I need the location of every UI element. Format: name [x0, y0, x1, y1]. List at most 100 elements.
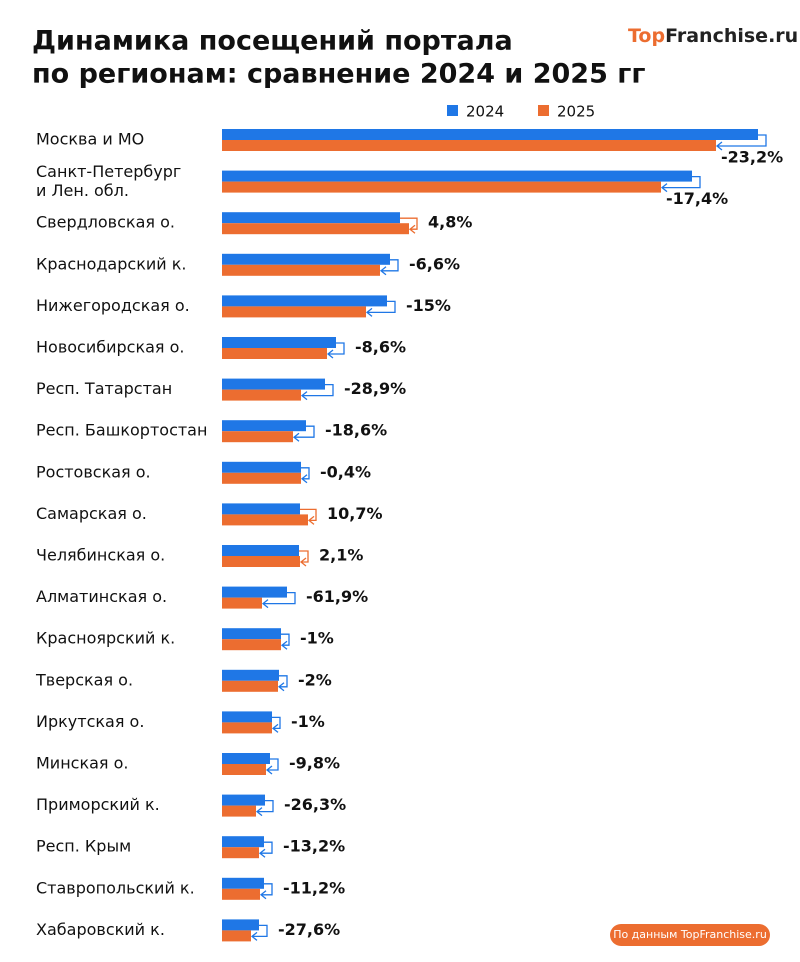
bar [222, 140, 716, 151]
category-label: Иркутская о. [36, 712, 144, 731]
category-label: Москва и МО [36, 130, 144, 149]
bar [222, 170, 692, 182]
source-badge [610, 924, 770, 946]
change-arrow [280, 633, 290, 650]
change-label: -23,2% [721, 148, 783, 167]
bar [222, 545, 299, 556]
bar [222, 836, 264, 848]
change-label: -13,2% [283, 837, 345, 856]
bar [222, 764, 266, 775]
bar [222, 212, 400, 224]
bar [222, 264, 380, 276]
change-label: -1% [291, 712, 325, 731]
legend-swatch [447, 105, 458, 116]
change-arrow [292, 425, 315, 442]
change-arrow [300, 467, 310, 484]
category-label: Красноярский к. [36, 629, 175, 648]
bar [222, 930, 251, 942]
bar [222, 597, 262, 609]
change-label: -26,3% [284, 795, 346, 814]
category-label: Тверская о. [35, 670, 133, 689]
category-label: Приморский к. [36, 795, 160, 814]
bar [222, 919, 259, 931]
change-arrow [277, 675, 288, 692]
chart-title: Динамика посещений портала [32, 26, 513, 57]
change-arrow [271, 716, 281, 733]
bar [222, 514, 308, 526]
change-label: -0,4% [320, 462, 371, 481]
bar [222, 805, 256, 817]
bar [222, 389, 301, 401]
change-label: 10,7% [327, 504, 383, 523]
change-arrow [300, 383, 334, 401]
change-label: 4,8% [428, 213, 472, 232]
category-label: Санкт-Петербург и Лен. обл. [36, 162, 181, 200]
bar [222, 295, 387, 307]
bar [222, 461, 301, 473]
bar [222, 348, 327, 359]
bar [222, 306, 366, 318]
change-arrow [261, 591, 296, 609]
chart-title: по регионам: сравнение 2024 и 2025 гг [32, 59, 645, 90]
bar [222, 628, 281, 640]
bar [222, 431, 293, 443]
bar [222, 223, 409, 235]
change-arrow [379, 259, 399, 276]
legend-swatch [538, 105, 549, 116]
bar [222, 847, 259, 859]
change-label: -11,2% [283, 878, 345, 897]
category-label: Свердловская о. [36, 213, 175, 232]
category-label: Новосибирская о. [36, 338, 185, 357]
bar [222, 472, 301, 484]
bar [222, 586, 287, 598]
change-arrow [300, 508, 317, 525]
change-arrow [299, 550, 309, 567]
change-label: -9,8% [289, 754, 340, 773]
legend-label: 2024 [466, 103, 504, 121]
bar [222, 794, 265, 806]
change-label: -28,9% [344, 379, 406, 398]
category-label: Респ. Татарстан [36, 379, 172, 398]
change-arrow [250, 924, 268, 941]
change-label: -27,6% [278, 920, 340, 939]
change-arrow [255, 799, 274, 817]
brand-part: Top [628, 25, 665, 47]
change-label: -18,6% [325, 421, 387, 440]
bar [222, 877, 264, 889]
bar [222, 556, 300, 567]
change-arrow [258, 841, 273, 858]
change-arrow [400, 217, 418, 234]
bar [222, 711, 272, 723]
category-label: Ростовская о. [36, 462, 151, 481]
bar [222, 639, 281, 651]
bar [222, 378, 325, 390]
change-label: -15% [406, 296, 451, 315]
category-label: Ставропольский к. [36, 878, 195, 897]
change-arrow [365, 300, 396, 317]
category-label: Самарская о. [36, 504, 147, 523]
bar [222, 753, 270, 764]
category-label: Нижегородская о. [36, 296, 190, 315]
category-label: Минская о. [36, 754, 129, 773]
bar [222, 337, 336, 348]
bar [222, 680, 278, 692]
category-label: Краснодарский к. [36, 254, 186, 273]
source: По данным TopFranchise.ru [613, 928, 767, 941]
change-label: -61,9% [306, 587, 368, 606]
change-label: -6,6% [409, 254, 460, 273]
change-label: 2,1% [319, 546, 363, 565]
bar [222, 503, 300, 515]
bar [222, 253, 390, 265]
bar [222, 420, 306, 432]
bar [222, 722, 272, 734]
change-arrow [259, 883, 273, 900]
bar [222, 181, 661, 193]
change-label: -8,6% [355, 338, 406, 357]
bar [222, 129, 758, 140]
change-arrow [326, 342, 345, 359]
change-arrow [265, 758, 279, 775]
category-label: Алматинская о. [36, 587, 167, 606]
category-label: Хабаровский к. [36, 920, 165, 939]
